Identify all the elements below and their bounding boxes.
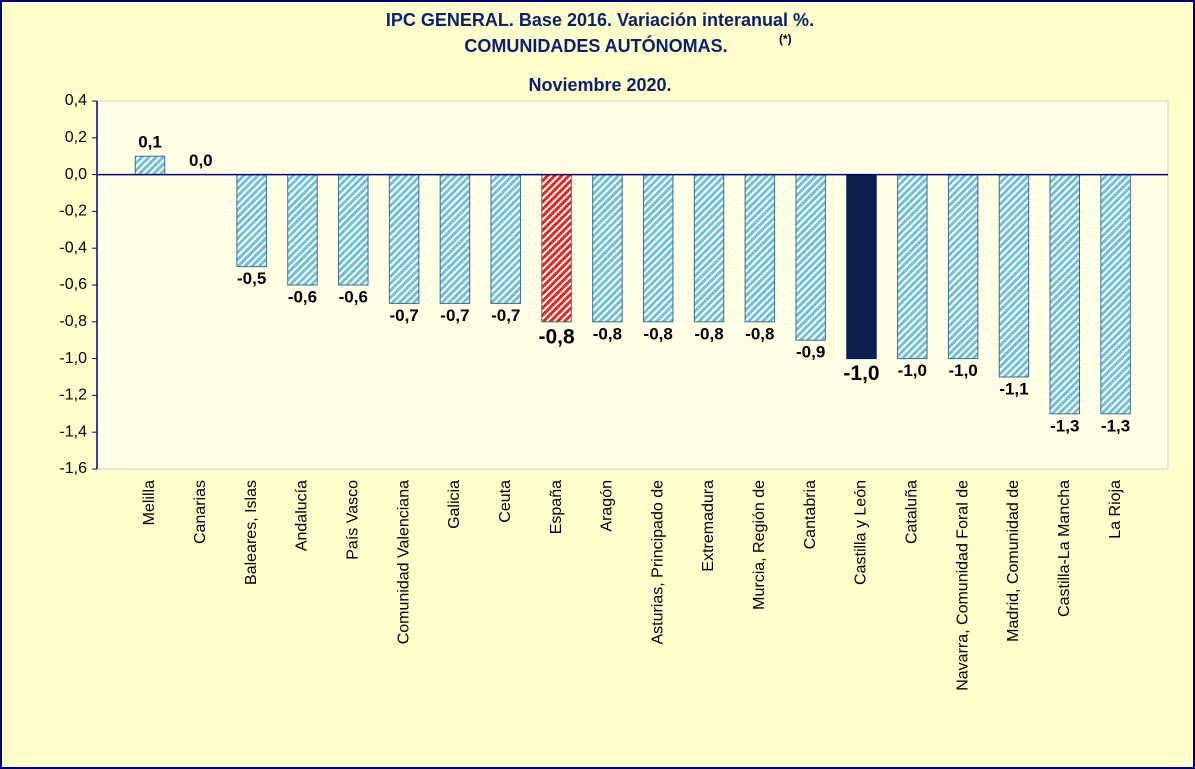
bar bbox=[338, 174, 369, 286]
chart-title: Noviembre 2020. bbox=[528, 75, 671, 95]
value-label: 0,0 bbox=[189, 151, 213, 170]
y-tick-label: -1,2 bbox=[59, 387, 87, 404]
x-tick-label: Navarra, Comunidad Foral de bbox=[954, 480, 971, 691]
x-tick-label: La Rioja bbox=[1107, 480, 1124, 539]
bar bbox=[236, 174, 267, 268]
x-tick-label: País Vasco bbox=[345, 480, 362, 560]
value-label: 0,1 bbox=[138, 133, 162, 152]
x-tick-label: Andalucía bbox=[294, 480, 311, 551]
value-label: -0,7 bbox=[440, 306, 469, 325]
value-label: -0,8 bbox=[745, 324, 774, 343]
value-label: -0,7 bbox=[491, 306, 520, 325]
x-tick-label: Melilla bbox=[141, 480, 158, 525]
x-tick-label: Comunidad Valenciana bbox=[395, 480, 412, 644]
y-tick-label: 0,2 bbox=[65, 129, 87, 146]
title-note: (*) bbox=[779, 32, 792, 46]
y-tick-label: -0,2 bbox=[59, 203, 87, 220]
x-tick-label: Galicia bbox=[446, 480, 463, 529]
bar bbox=[287, 174, 318, 286]
value-label: -1,0 bbox=[843, 362, 879, 385]
bar bbox=[134, 155, 166, 176]
chart-title: COMUNIDADES AUTÓNOMAS. bbox=[464, 35, 727, 56]
bar bbox=[998, 174, 1030, 378]
y-tick-label: -0,6 bbox=[59, 276, 87, 293]
plot-area bbox=[96, 100, 1169, 470]
bar bbox=[642, 174, 674, 323]
value-label: -0,9 bbox=[796, 343, 825, 362]
bar bbox=[846, 174, 877, 360]
bar bbox=[693, 174, 725, 323]
bar bbox=[541, 174, 572, 323]
bar bbox=[744, 174, 776, 323]
y-tick-label: -0,8 bbox=[59, 313, 87, 330]
bar bbox=[592, 174, 623, 323]
x-tick-label: Baleares, Islas bbox=[243, 480, 260, 585]
value-label: -0,7 bbox=[389, 306, 418, 325]
x-tick-label: Ceuta bbox=[497, 480, 514, 523]
chart-title: IPC GENERAL. Base 2016. Variación intera… bbox=[386, 10, 814, 30]
y-tick-label: 0,4 bbox=[65, 92, 87, 109]
x-tick-label: Murcia, Región de bbox=[751, 480, 768, 610]
x-tick-label: Castilla y León bbox=[853, 480, 870, 585]
value-label: -1,0 bbox=[948, 361, 977, 380]
x-tick-label: Cantabria bbox=[802, 480, 819, 549]
value-label: -0,6 bbox=[339, 287, 368, 306]
value-label: -0,8 bbox=[538, 325, 575, 348]
y-tick-label: -1,6 bbox=[59, 460, 87, 477]
bar bbox=[897, 174, 928, 360]
value-label: -1,3 bbox=[1050, 416, 1079, 435]
bar bbox=[1100, 174, 1131, 415]
value-label: -0,5 bbox=[237, 269, 266, 288]
bar bbox=[490, 174, 521, 304]
value-label: -1,3 bbox=[1101, 416, 1130, 435]
x-tick-label: Extremadura bbox=[700, 480, 717, 572]
x-tick-label: Canarias bbox=[192, 480, 209, 544]
bar bbox=[795, 174, 826, 341]
value-label: -0,8 bbox=[593, 324, 622, 343]
y-tick-label: -0,4 bbox=[59, 239, 87, 256]
value-label: -0,8 bbox=[644, 324, 673, 343]
x-tick-label: Asturias, Principado de bbox=[649, 480, 666, 645]
value-label: -0,6 bbox=[288, 287, 317, 306]
bar bbox=[1049, 174, 1081, 415]
bar bbox=[388, 174, 420, 304]
bar bbox=[439, 174, 471, 304]
x-tick-label: Castilla-La Mancha bbox=[1056, 480, 1073, 617]
y-tick-label: 0,0 bbox=[65, 166, 87, 183]
value-label: -1,1 bbox=[999, 379, 1028, 398]
value-label: -0,8 bbox=[694, 324, 723, 343]
y-tick-label: -1,4 bbox=[59, 423, 87, 440]
x-tick-label: Madrid, Comunidad de bbox=[1005, 480, 1022, 642]
x-tick-label: España bbox=[548, 480, 565, 534]
x-tick-label: Cataluña bbox=[904, 480, 921, 544]
y-tick-label: -1,0 bbox=[59, 350, 87, 367]
value-label: -1,0 bbox=[898, 361, 927, 380]
bar bbox=[947, 174, 979, 360]
x-tick-label: Aragón bbox=[599, 480, 616, 532]
